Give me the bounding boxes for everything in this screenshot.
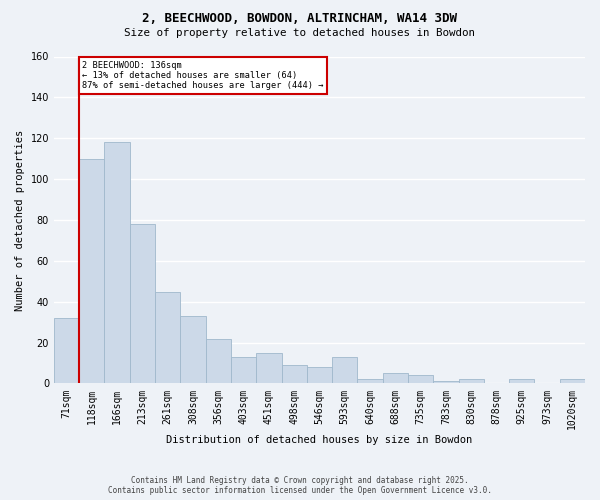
Bar <box>383 373 408 384</box>
Bar <box>358 380 383 384</box>
Bar <box>206 338 231 384</box>
Bar <box>256 353 281 384</box>
Bar <box>408 376 433 384</box>
Bar <box>433 382 458 384</box>
Bar <box>79 158 104 384</box>
Text: 2, BEECHWOOD, BOWDON, ALTRINCHAM, WA14 3DW: 2, BEECHWOOD, BOWDON, ALTRINCHAM, WA14 3… <box>143 12 458 26</box>
Bar <box>307 367 332 384</box>
Bar <box>458 380 484 384</box>
X-axis label: Distribution of detached houses by size in Bowdon: Distribution of detached houses by size … <box>166 435 473 445</box>
Bar <box>54 318 79 384</box>
Text: 2 BEECHWOOD: 136sqm
← 13% of detached houses are smaller (64)
87% of semi-detach: 2 BEECHWOOD: 136sqm ← 13% of detached ho… <box>82 60 324 90</box>
Bar <box>181 316 206 384</box>
Bar <box>281 365 307 384</box>
Bar <box>104 142 130 384</box>
Y-axis label: Number of detached properties: Number of detached properties <box>15 130 25 310</box>
Bar <box>509 380 535 384</box>
Bar <box>560 380 585 384</box>
Bar <box>155 292 181 384</box>
Bar <box>231 357 256 384</box>
Bar <box>130 224 155 384</box>
Bar <box>332 357 358 384</box>
Text: Contains HM Land Registry data © Crown copyright and database right 2025.
Contai: Contains HM Land Registry data © Crown c… <box>108 476 492 495</box>
Text: Size of property relative to detached houses in Bowdon: Size of property relative to detached ho… <box>125 28 476 38</box>
